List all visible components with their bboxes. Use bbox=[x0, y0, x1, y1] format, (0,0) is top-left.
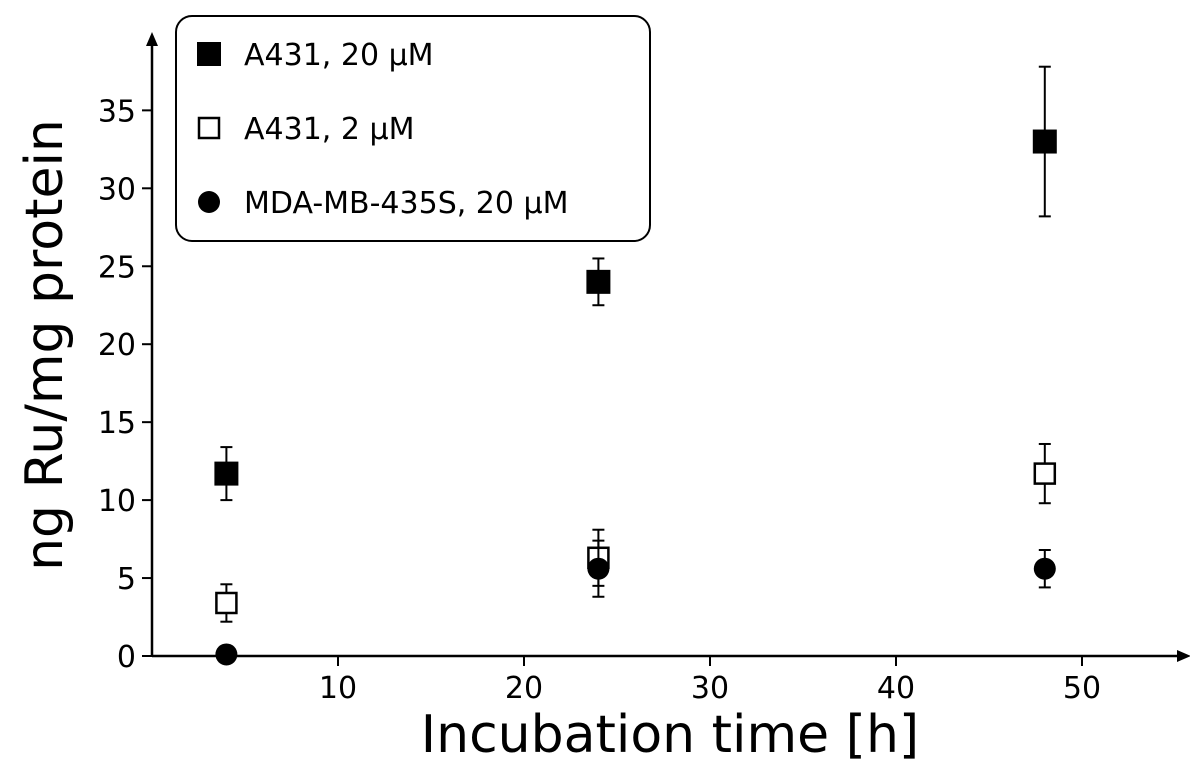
legend-marker bbox=[197, 116, 221, 140]
data-point bbox=[1033, 557, 1056, 580]
axes bbox=[146, 32, 1190, 662]
data-point bbox=[214, 461, 239, 486]
y-axis-arrow bbox=[146, 32, 158, 46]
series-1 bbox=[214, 65, 1057, 502]
series-2 bbox=[215, 442, 1057, 623]
legend: A431, 20 µM A431, 2 µM MDA-MB-435S, 20 µM bbox=[175, 15, 651, 242]
data-point bbox=[215, 643, 238, 666]
legend-marker bbox=[198, 191, 220, 213]
x-tick-label: 50 bbox=[1063, 671, 1101, 706]
y-tick-label: 0 bbox=[117, 640, 136, 675]
legend-label: A431, 20 µM bbox=[244, 38, 434, 73]
legend-box bbox=[175, 15, 651, 242]
x-tick-label: 30 bbox=[691, 671, 729, 706]
y-axis-ticks: 0 5 10 15 20 25 30 35 bbox=[98, 94, 152, 675]
x-tick-label: 20 bbox=[505, 671, 543, 706]
series-3 bbox=[215, 539, 1056, 666]
y-tick-label: 5 bbox=[117, 562, 136, 597]
data-point bbox=[586, 269, 611, 294]
data-point bbox=[215, 591, 238, 615]
plot-area bbox=[214, 65, 1057, 666]
y-tick-label: 15 bbox=[98, 406, 136, 441]
y-tick-label: 20 bbox=[98, 328, 136, 363]
legend-marker bbox=[197, 42, 221, 66]
x-axis-arrow bbox=[1177, 650, 1190, 662]
y-tick-label: 30 bbox=[98, 172, 136, 207]
y-tick-label: 35 bbox=[98, 94, 136, 129]
x-axis-ticks: 10 20 30 40 50 bbox=[319, 656, 1101, 706]
x-axis-title: Incubation time [h] bbox=[421, 705, 919, 760]
data-point bbox=[1032, 129, 1057, 154]
y-tick-label: 25 bbox=[98, 250, 136, 285]
y-axis-title: ng Ru/mg protein bbox=[15, 119, 75, 571]
data-point bbox=[1033, 462, 1057, 485]
y-tick-label: 10 bbox=[98, 484, 136, 519]
data-point bbox=[587, 557, 610, 580]
x-tick-label: 10 bbox=[319, 671, 357, 706]
legend-label: MDA-MB-435S, 20 µM bbox=[244, 186, 569, 221]
legend-label: A431, 2 µM bbox=[244, 112, 414, 147]
x-tick-label: 40 bbox=[877, 671, 915, 706]
